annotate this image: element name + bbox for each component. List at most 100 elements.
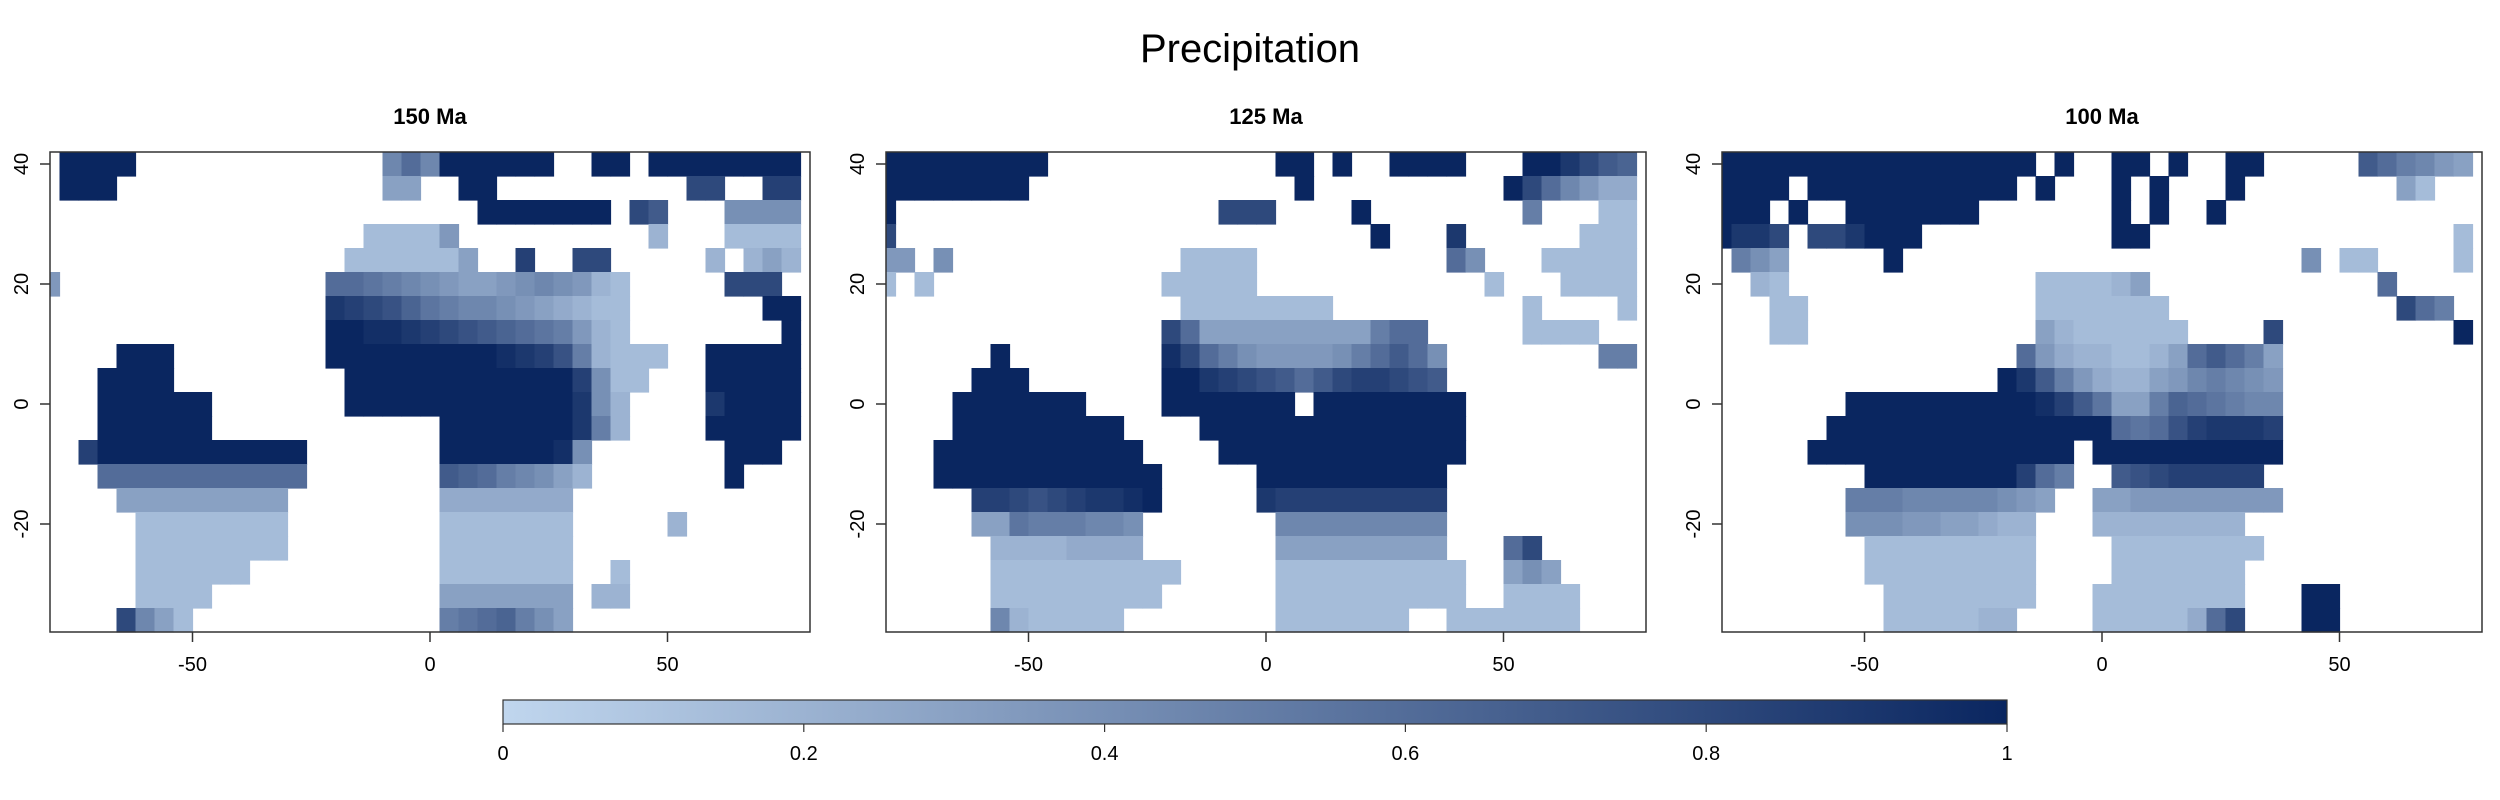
heatmap-cell — [1522, 536, 1543, 561]
heatmap-cell — [1370, 224, 1391, 249]
heatmap-cell — [2016, 152, 2037, 177]
heatmap-cell — [2206, 488, 2227, 513]
heatmap-cell — [705, 248, 726, 273]
heatmap-cell — [382, 272, 403, 297]
heatmap-cell — [2111, 512, 2132, 537]
heatmap-cell — [2111, 296, 2132, 321]
heatmap-cell — [1883, 392, 1904, 417]
heatmap-cell — [1180, 368, 1201, 393]
heatmap-cell — [553, 440, 574, 465]
heatmap-cell — [1902, 608, 1923, 633]
heatmap-cell — [781, 200, 802, 225]
heatmap-cell — [2206, 560, 2227, 585]
heatmap-cell — [1978, 416, 1999, 441]
heatmap-cell — [439, 608, 460, 633]
heatmap-cell — [1066, 560, 1087, 585]
heatmap-cell — [192, 464, 213, 489]
heatmap-cell — [1028, 512, 1049, 537]
heatmap-cell — [420, 248, 441, 273]
heatmap-cell — [2149, 368, 2170, 393]
heatmap-cell — [211, 560, 232, 585]
heatmap-cell — [1560, 584, 1581, 609]
heatmap-cell — [2092, 416, 2113, 441]
heatmap-cell — [781, 344, 802, 369]
heatmap-cell — [363, 320, 384, 345]
heatmap-cell — [420, 320, 441, 345]
heatmap-cell — [515, 608, 536, 633]
heatmap-cell — [439, 224, 460, 249]
heatmap-cell — [2073, 272, 2094, 297]
heatmap-cell — [1617, 224, 1638, 249]
heatmap-cell — [1180, 272, 1201, 297]
heatmap-cell — [154, 392, 175, 417]
heatmap-cell — [1009, 176, 1030, 201]
heatmap-cell — [420, 368, 441, 393]
x-tick-label: 50 — [1492, 654, 1514, 676]
heatmap-cell — [192, 584, 213, 609]
heatmap-cell — [439, 512, 460, 537]
heatmap-cell — [1408, 584, 1429, 609]
heatmap-cell — [1218, 296, 1239, 321]
heatmap-cell — [1351, 200, 1372, 225]
heatmap-cell — [553, 272, 574, 297]
heatmap-cell — [1427, 464, 1448, 489]
heatmap-cell — [1066, 416, 1087, 441]
heatmap-cell — [1883, 248, 1904, 273]
heatmap-cell — [477, 152, 498, 177]
heatmap-cell — [2149, 464, 2170, 489]
heatmap-cell — [2187, 392, 2208, 417]
heatmap-cell — [1370, 584, 1391, 609]
heatmap-cell — [2206, 512, 2227, 537]
heatmap-cell — [2453, 224, 2474, 249]
heatmap-cell — [496, 608, 517, 633]
heatmap-cell — [2244, 392, 2265, 417]
heatmap-cell — [1598, 176, 1619, 201]
heatmap-cell — [2092, 512, 2113, 537]
heatmap-cell — [1389, 560, 1410, 585]
y-tick-label: 40 — [847, 153, 869, 175]
heatmap-cell — [1446, 248, 1467, 273]
heatmap-cell — [382, 296, 403, 321]
heatmap-cell — [1541, 320, 1562, 345]
heatmap-cell — [1332, 464, 1353, 489]
heatmap-cell — [97, 176, 118, 201]
heatmap-cell — [1389, 512, 1410, 537]
heatmap-cell — [515, 200, 536, 225]
heatmap-cell — [2149, 296, 2170, 321]
colorbar-tick-label: 0 — [497, 743, 508, 765]
heatmap-cell — [2130, 488, 2151, 513]
heatmap-cell — [534, 584, 555, 609]
heatmap-cell — [59, 176, 80, 201]
heatmap-cell — [886, 200, 897, 225]
heatmap-cell — [1370, 560, 1391, 585]
heatmap-cell — [534, 392, 555, 417]
heatmap-cell — [1009, 392, 1030, 417]
heatmap-cell — [2111, 392, 2132, 417]
heatmap-cell — [2054, 152, 2075, 177]
heatmap-cell — [1408, 560, 1429, 585]
heatmap-cell — [192, 560, 213, 585]
heatmap-cell — [458, 464, 479, 489]
heatmap-cell — [2225, 608, 2246, 633]
colorbar-tick-label: 0.2 — [790, 743, 818, 765]
heatmap-cell — [1389, 152, 1410, 177]
heatmap-cell — [173, 536, 194, 561]
heatmap-cell — [1370, 488, 1391, 513]
heatmap-cell — [97, 368, 118, 393]
heatmap-cell — [1864, 152, 1885, 177]
heatmap-cell — [895, 152, 916, 177]
heatmap-cell — [1503, 608, 1524, 633]
y-tick-label: -20 — [1683, 510, 1705, 539]
heatmap-cell — [2434, 152, 2455, 177]
heatmap-cell — [211, 512, 232, 537]
heatmap-cell — [1104, 536, 1125, 561]
heatmap-cell — [705, 392, 726, 417]
heatmap-cell — [2396, 296, 2417, 321]
heatmap-cell — [515, 152, 536, 177]
heatmap-cell — [1389, 368, 1410, 393]
heatmap-cell — [515, 560, 536, 585]
heatmap-cell — [886, 248, 897, 273]
heatmap-cell — [1598, 152, 1619, 177]
heatmap-cell — [990, 440, 1011, 465]
heatmap-cell — [2149, 416, 2170, 441]
